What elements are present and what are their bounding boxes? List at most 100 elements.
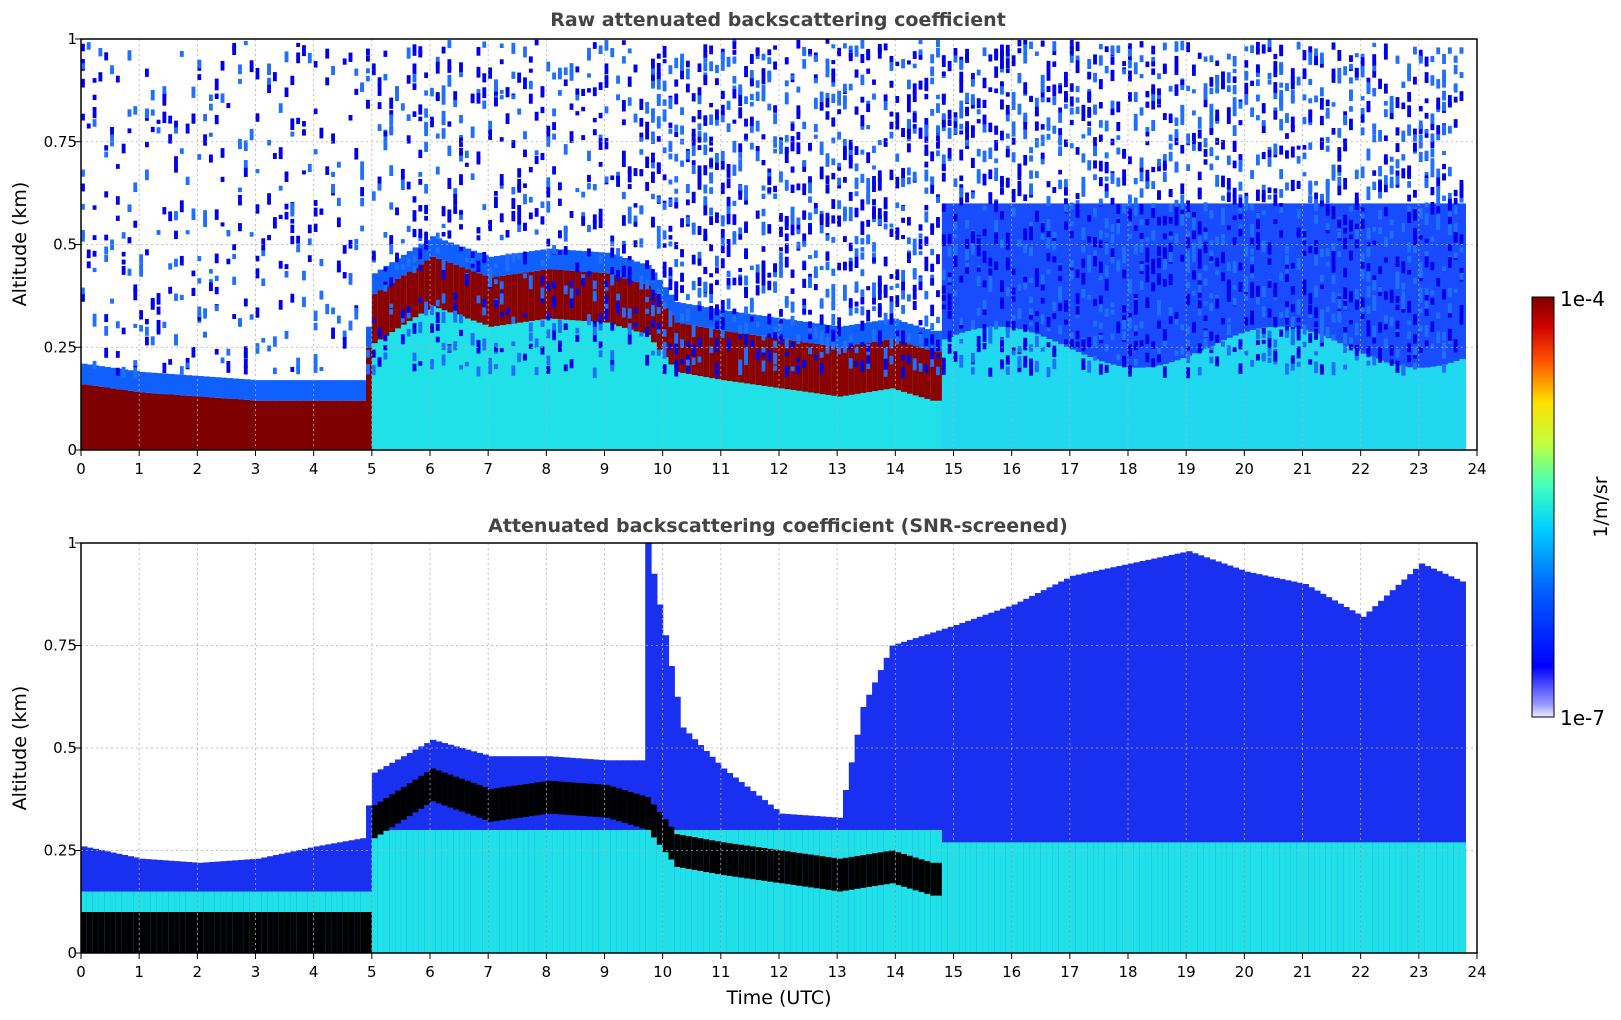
noise-speck bbox=[889, 60, 894, 71]
noise-speck bbox=[1040, 97, 1045, 103]
noise-speck bbox=[901, 217, 905, 223]
noise-speck bbox=[633, 64, 638, 73]
noise-speck bbox=[1372, 279, 1377, 291]
noise-speck bbox=[1226, 85, 1231, 93]
signal-cell bbox=[360, 400, 367, 450]
noise-speck bbox=[1180, 183, 1185, 195]
aerosol-cell bbox=[435, 830, 443, 953]
noise-speck bbox=[482, 338, 487, 351]
signal-cell bbox=[1255, 574, 1263, 953]
noise-speck bbox=[1203, 278, 1208, 286]
noise-speck bbox=[1017, 308, 1022, 315]
noise-speck bbox=[377, 359, 382, 367]
noise-speck bbox=[1221, 82, 1225, 90]
noise-speck bbox=[703, 62, 708, 72]
signal-cell bbox=[1075, 574, 1083, 953]
noise-speck bbox=[918, 49, 923, 56]
noise-speck bbox=[499, 281, 504, 290]
noise-speck bbox=[1366, 270, 1371, 282]
noise-speck bbox=[808, 182, 812, 194]
noise-speck bbox=[1436, 176, 1441, 189]
noise-speck bbox=[156, 119, 161, 124]
noise-speck bbox=[1302, 116, 1307, 125]
noise-speck bbox=[418, 178, 423, 185]
fringe-cell bbox=[354, 380, 361, 401]
noise-speck bbox=[1209, 256, 1214, 261]
noise-speck bbox=[499, 213, 504, 223]
noise-speck bbox=[924, 211, 929, 223]
noise-speck bbox=[1430, 343, 1435, 349]
aerosol-cell bbox=[680, 830, 687, 953]
noise-speck bbox=[982, 77, 987, 89]
aerosol-cell bbox=[773, 830, 780, 953]
noise-speck bbox=[92, 250, 97, 257]
cloud-core-cell bbox=[651, 804, 658, 838]
noise-speck bbox=[680, 107, 684, 116]
noise-speck bbox=[1401, 291, 1406, 303]
noise-speck bbox=[476, 151, 481, 160]
noise-speck bbox=[1058, 179, 1063, 188]
cloud-core-cell bbox=[98, 912, 105, 953]
fringe-cell bbox=[662, 287, 670, 308]
noise-speck bbox=[1011, 207, 1016, 217]
aerosol-cell bbox=[1331, 340, 1338, 450]
cloud-core-cell bbox=[238, 912, 245, 953]
noise-speck bbox=[1383, 315, 1388, 323]
noise-speck bbox=[970, 367, 975, 375]
noise-speck bbox=[546, 136, 551, 147]
noise-speck bbox=[1325, 262, 1330, 267]
noise-speck bbox=[918, 276, 923, 286]
noise-speck bbox=[784, 92, 789, 101]
noise-speck bbox=[406, 312, 411, 319]
noise-speck bbox=[709, 158, 714, 168]
noise-speck bbox=[941, 172, 946, 182]
noise-speck bbox=[639, 98, 644, 110]
noise-speck bbox=[1000, 239, 1004, 248]
noise-speck bbox=[1378, 227, 1382, 234]
noise-speck bbox=[965, 249, 969, 257]
noise-speck bbox=[1285, 308, 1289, 318]
noise-speck bbox=[1215, 109, 1220, 121]
noise-speck bbox=[674, 93, 679, 105]
noise-speck bbox=[936, 103, 940, 113]
noise-speck bbox=[1215, 75, 1220, 85]
cloud-core-cell bbox=[267, 912, 274, 953]
noise-speck bbox=[1430, 158, 1435, 165]
noise-speck bbox=[1034, 268, 1039, 277]
noise-speck bbox=[965, 121, 969, 132]
noise-speck bbox=[290, 224, 295, 234]
noise-speck bbox=[825, 184, 830, 194]
noise-speck bbox=[691, 117, 696, 123]
noise-speck bbox=[616, 248, 620, 257]
noise-speck bbox=[499, 293, 504, 305]
noise-speck bbox=[115, 215, 120, 221]
noise-speck bbox=[203, 332, 207, 338]
noise-speck bbox=[790, 166, 795, 173]
aerosol-cell bbox=[1273, 326, 1280, 450]
noise-speck bbox=[406, 75, 411, 84]
cloud-cell bbox=[755, 335, 763, 386]
aerosol-cell bbox=[1383, 842, 1391, 953]
noise-speck bbox=[133, 220, 138, 228]
aerosol-cell bbox=[1046, 842, 1053, 953]
noise-speck bbox=[1389, 95, 1394, 106]
aerosol-cell bbox=[621, 830, 629, 953]
noise-speck bbox=[1459, 238, 1464, 244]
noise-speck bbox=[848, 242, 853, 252]
noise-speck bbox=[1337, 67, 1342, 79]
noise-speck bbox=[825, 344, 830, 354]
signal-cell bbox=[889, 645, 896, 953]
noise-speck bbox=[1407, 92, 1412, 102]
noise-speck bbox=[441, 293, 446, 304]
noise-speck bbox=[842, 148, 847, 161]
noise-speck bbox=[1128, 43, 1132, 50]
noise-speck bbox=[371, 349, 376, 358]
noise-speck bbox=[488, 357, 493, 364]
noise-speck bbox=[1180, 79, 1185, 86]
noise-speck bbox=[1046, 60, 1051, 73]
cloud-cell bbox=[813, 343, 821, 394]
cloud-core-cell bbox=[232, 912, 239, 953]
noise-speck bbox=[1151, 283, 1156, 292]
noise-speck bbox=[720, 104, 725, 116]
noise-speck bbox=[633, 215, 638, 222]
